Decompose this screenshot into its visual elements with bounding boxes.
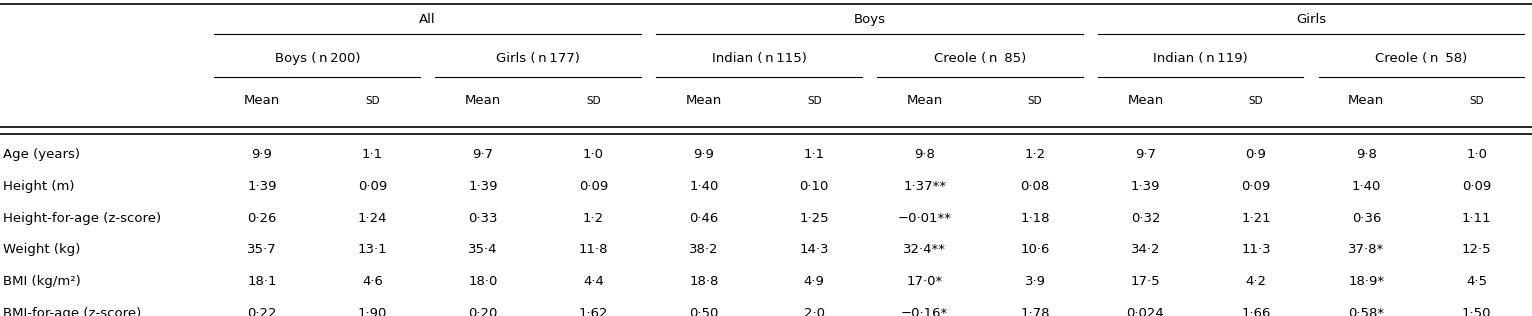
Text: 0·09: 0·09	[358, 180, 388, 193]
Text: 11·8: 11·8	[579, 243, 608, 257]
Text: 17·5: 17·5	[1131, 275, 1160, 288]
Text: 1·0: 1·0	[582, 148, 604, 161]
Text: 0·26: 0·26	[247, 212, 277, 225]
Text: 1·24: 1·24	[357, 212, 388, 225]
Text: 0·024: 0·024	[1126, 307, 1164, 316]
Text: 4·6: 4·6	[362, 275, 383, 288]
Text: 1·39: 1·39	[1131, 180, 1160, 193]
Text: 4·5: 4·5	[1466, 275, 1488, 288]
Text: 34·2: 34·2	[1131, 243, 1160, 257]
Text: Girls ( n 177): Girls ( n 177)	[496, 52, 581, 65]
Text: 1·40: 1·40	[1351, 180, 1380, 193]
Text: 0·09: 0·09	[1462, 180, 1492, 193]
Text: Height (m): Height (m)	[3, 180, 75, 193]
Text: 18·0: 18·0	[469, 275, 498, 288]
Text: 10·6: 10·6	[1020, 243, 1049, 257]
Text: Mean: Mean	[907, 94, 942, 107]
Text: Mean: Mean	[464, 94, 501, 107]
Text: 1·37**: 1·37**	[902, 180, 947, 193]
Text: 1·66: 1·66	[1241, 307, 1270, 316]
Text: 0·50: 0·50	[689, 307, 719, 316]
Text: 32·4**: 32·4**	[904, 243, 947, 257]
Text: 11·3: 11·3	[1241, 243, 1270, 257]
Text: 1·40: 1·40	[689, 180, 719, 193]
Text: 0·10: 0·10	[800, 180, 829, 193]
Text: BMI-for-age (z-score): BMI-for-age (z-score)	[3, 307, 141, 316]
Text: 9·7: 9·7	[472, 148, 493, 161]
Text: 35·7: 35·7	[247, 243, 277, 257]
Text: 37·8*: 37·8*	[1348, 243, 1385, 257]
Text: 1·39: 1·39	[469, 180, 498, 193]
Text: Mean: Mean	[244, 94, 280, 107]
Text: BMI (kg/m²): BMI (kg/m²)	[3, 275, 81, 288]
Text: 1·11: 1·11	[1462, 212, 1492, 225]
Text: SD: SD	[807, 95, 821, 106]
Text: 0·46: 0·46	[689, 212, 719, 225]
Text: 0·22: 0·22	[247, 307, 277, 316]
Text: 0·58*: 0·58*	[1348, 307, 1385, 316]
Text: 1·2: 1·2	[582, 212, 604, 225]
Text: −0·01**: −0·01**	[898, 212, 951, 225]
Text: 13·1: 13·1	[357, 243, 388, 257]
Text: 0·9: 0·9	[1246, 148, 1267, 161]
Text: Boys: Boys	[853, 13, 885, 26]
Text: Girls: Girls	[1296, 13, 1327, 26]
Text: 1·62: 1·62	[579, 307, 608, 316]
Text: 1·1: 1·1	[362, 148, 383, 161]
Text: 18·1: 18·1	[247, 275, 277, 288]
Text: SD: SD	[1249, 95, 1264, 106]
Text: SD: SD	[1028, 95, 1042, 106]
Text: Indian ( n 115): Indian ( n 115)	[711, 52, 806, 65]
Text: −0·16*: −0·16*	[901, 307, 948, 316]
Text: All: All	[420, 13, 437, 26]
Text: 1·21: 1·21	[1241, 212, 1270, 225]
Text: 18·9*: 18·9*	[1348, 275, 1385, 288]
Text: 4·2: 4·2	[1246, 275, 1267, 288]
Text: 0·33: 0·33	[469, 212, 498, 225]
Text: 0·09: 0·09	[1241, 180, 1270, 193]
Text: 0·20: 0·20	[469, 307, 498, 316]
Text: 1·18: 1·18	[1020, 212, 1049, 225]
Text: Creole ( n  58): Creole ( n 58)	[1376, 52, 1468, 65]
Text: 1·90: 1·90	[358, 307, 388, 316]
Text: Weight (kg): Weight (kg)	[3, 243, 81, 257]
Text: 18·8: 18·8	[689, 275, 719, 288]
Text: 4·9: 4·9	[804, 275, 824, 288]
Text: 1·50: 1·50	[1462, 307, 1492, 316]
Text: 3·9: 3·9	[1025, 275, 1045, 288]
Text: 0·36: 0·36	[1351, 212, 1380, 225]
Text: SD: SD	[365, 95, 380, 106]
Text: 1·39: 1·39	[247, 180, 277, 193]
Text: 9·8: 9·8	[915, 148, 935, 161]
Text: 14·3: 14·3	[800, 243, 829, 257]
Text: Mean: Mean	[1128, 94, 1164, 107]
Text: 1·2: 1·2	[1025, 148, 1046, 161]
Text: 1·78: 1·78	[1020, 307, 1049, 316]
Text: Height-for-age (z-score): Height-for-age (z-score)	[3, 212, 161, 225]
Text: 0·09: 0·09	[579, 180, 608, 193]
Text: Age (years): Age (years)	[3, 148, 80, 161]
Text: 0·32: 0·32	[1131, 212, 1160, 225]
Text: SD: SD	[1469, 95, 1485, 106]
Text: 9·7: 9·7	[1135, 148, 1157, 161]
Text: 1·0: 1·0	[1466, 148, 1488, 161]
Text: 9·8: 9·8	[1356, 148, 1377, 161]
Text: 1·25: 1·25	[800, 212, 829, 225]
Text: 2·0: 2·0	[804, 307, 824, 316]
Text: 35·4: 35·4	[469, 243, 498, 257]
Text: 38·2: 38·2	[689, 243, 719, 257]
Text: Mean: Mean	[1348, 94, 1385, 107]
Text: 1·1: 1·1	[804, 148, 824, 161]
Text: 12·5: 12·5	[1462, 243, 1492, 257]
Text: Indian ( n 119): Indian ( n 119)	[1154, 52, 1249, 65]
Text: 17·0*: 17·0*	[907, 275, 942, 288]
Text: Creole ( n  85): Creole ( n 85)	[933, 52, 1026, 65]
Text: SD: SD	[587, 95, 601, 106]
Text: 4·4: 4·4	[582, 275, 604, 288]
Text: Boys ( n 200): Boys ( n 200)	[274, 52, 360, 65]
Text: 9·9: 9·9	[694, 148, 714, 161]
Text: 9·9: 9·9	[251, 148, 273, 161]
Text: Mean: Mean	[686, 94, 722, 107]
Text: 0·08: 0·08	[1020, 180, 1049, 193]
